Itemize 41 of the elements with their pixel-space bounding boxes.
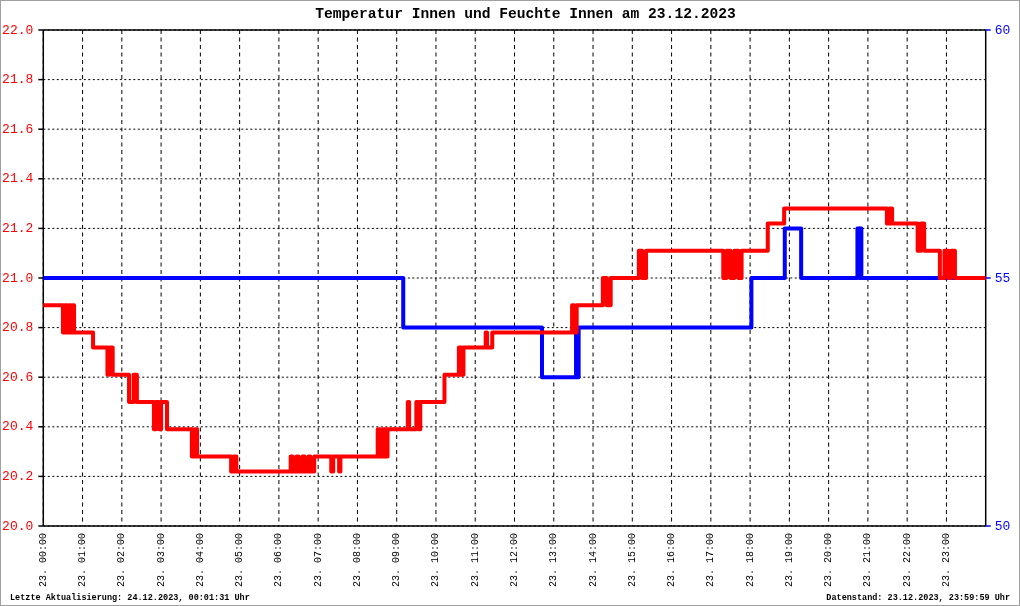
x-tick-label: 23. 05:00 — [234, 533, 246, 588]
x-tick-label: 23. 01:00 — [77, 533, 89, 588]
y2-tick-label: 55 — [994, 270, 1011, 286]
x-tick-label: 23. 10:00 — [430, 533, 442, 588]
x-tick-label: 23. 12:00 — [509, 533, 520, 588]
x-tick-label: 23. 11:00 — [469, 533, 481, 588]
y-tick-label: 20.8 — [2, 320, 34, 336]
y-tick-label: 21.0 — [2, 270, 34, 286]
x-tick-label: 23. 02:00 — [116, 533, 128, 588]
x-tick-label: 23. 04:00 — [194, 533, 206, 588]
x-tick-label: 23. 06:00 — [273, 533, 285, 588]
x-tick-label: 23. 19:00 — [783, 533, 795, 588]
x-tick-label: 23. 15:00 — [626, 533, 638, 588]
y-tick-label: 20.2 — [2, 468, 34, 484]
y2-tick-label: 50 — [994, 518, 1011, 534]
x-tick-label: 23. 00:00 — [37, 533, 49, 588]
text: Letzte Aktualisierung: 24.12.2023, 00:01:31 Uhr — [10, 593, 250, 603]
x-tick-label: 23. 16:00 — [666, 533, 678, 588]
y-tick-label: 22.0 — [2, 22, 34, 38]
x-tick-label: 23. 13:00 — [548, 533, 560, 588]
y-tick-label: 21.2 — [2, 220, 34, 236]
y-tick-label: 20.6 — [2, 369, 34, 385]
x-tick-label: 23. 17:00 — [705, 533, 717, 588]
chart-title: Temperatur Innen und Feuchte Innen am 23.12.2023 — [315, 6, 736, 22]
x-tick-label: 23. 23:00 — [940, 533, 952, 588]
y-tick-label: 20.0 — [2, 518, 34, 534]
y-tick-label: 21.8 — [2, 72, 34, 88]
x-tick-label: 23. 07:00 — [312, 533, 324, 588]
x-tick-label: 23. 08:00 — [351, 533, 363, 588]
y2-tick-label: 60 — [994, 22, 1011, 38]
y-tick-label: 21.6 — [2, 121, 34, 137]
x-tick-label: 23. 21:00 — [862, 533, 874, 588]
x-tick-label: 23. 22:00 — [901, 533, 913, 588]
x-tick-label: 23. 09:00 — [391, 533, 403, 588]
x-tick-label: 23. 14:00 — [587, 533, 599, 588]
y-tick-label: 21.4 — [2, 171, 34, 187]
x-tick-label: 23. 20:00 — [823, 533, 835, 588]
y-tick-label: 20.4 — [2, 419, 34, 435]
text: Datenstand: 23.12.2023, 23:59:59 Uhr — [826, 593, 1010, 603]
x-tick-label: 23. 03:00 — [155, 533, 167, 588]
x-tick-label: 23. 18:00 — [744, 533, 756, 588]
